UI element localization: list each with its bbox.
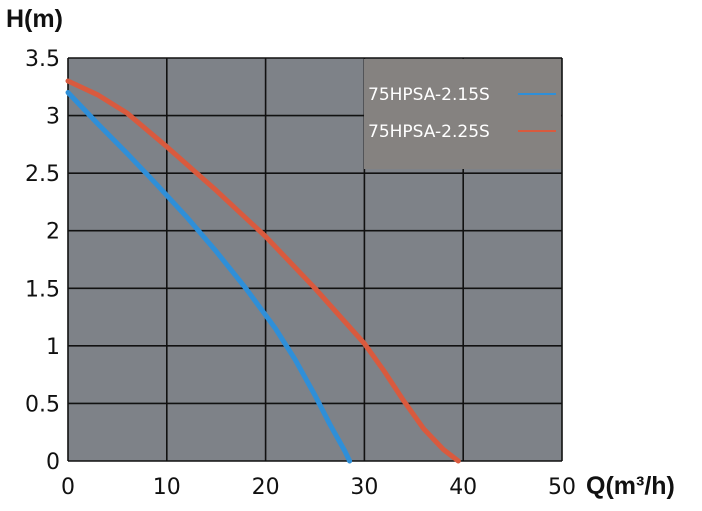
legend-box xyxy=(364,59,561,169)
y-tick-label-4: 2 xyxy=(46,220,60,245)
series-line-1 xyxy=(65,90,353,464)
x-tick-label-2: 20 xyxy=(252,475,280,500)
y-axis-title: H(m) xyxy=(6,5,63,33)
legend: 75HPSA-2.15S 75HPSA-2.25S xyxy=(368,85,556,142)
y-tick-label-3: 1.5 xyxy=(25,277,60,302)
x-tick-label-4: 40 xyxy=(449,475,477,500)
y-tick-labels: 0 0.5 1 1.5 2 2.5 3 3.5 xyxy=(25,47,60,475)
series-lines xyxy=(65,78,461,464)
y-tick-label-7: 3.5 xyxy=(25,47,60,72)
legend-label-1: 75HPSA-2.15S xyxy=(368,85,490,105)
y-tick-label-1: 0.5 xyxy=(25,392,60,417)
x-tick-label-5: 50 xyxy=(548,475,576,500)
x-tick-label-3: 30 xyxy=(350,475,378,500)
legend-label-2: 75HPSA-2.25S xyxy=(368,122,490,142)
y-tick-label-5: 2.5 xyxy=(25,162,60,187)
x-tick-label-1: 10 xyxy=(153,475,181,500)
y-tick-label-6: 3 xyxy=(46,105,60,130)
x-axis-title: Q(m³/h) xyxy=(586,472,675,500)
y-tick-label-2: 1 xyxy=(46,335,60,360)
x-tick-labels: 0 10 20 30 40 50 xyxy=(61,475,576,500)
series-line-2 xyxy=(65,78,461,464)
x-tick-label-0: 0 xyxy=(61,475,75,500)
y-tick-label-0: 0 xyxy=(46,450,60,475)
